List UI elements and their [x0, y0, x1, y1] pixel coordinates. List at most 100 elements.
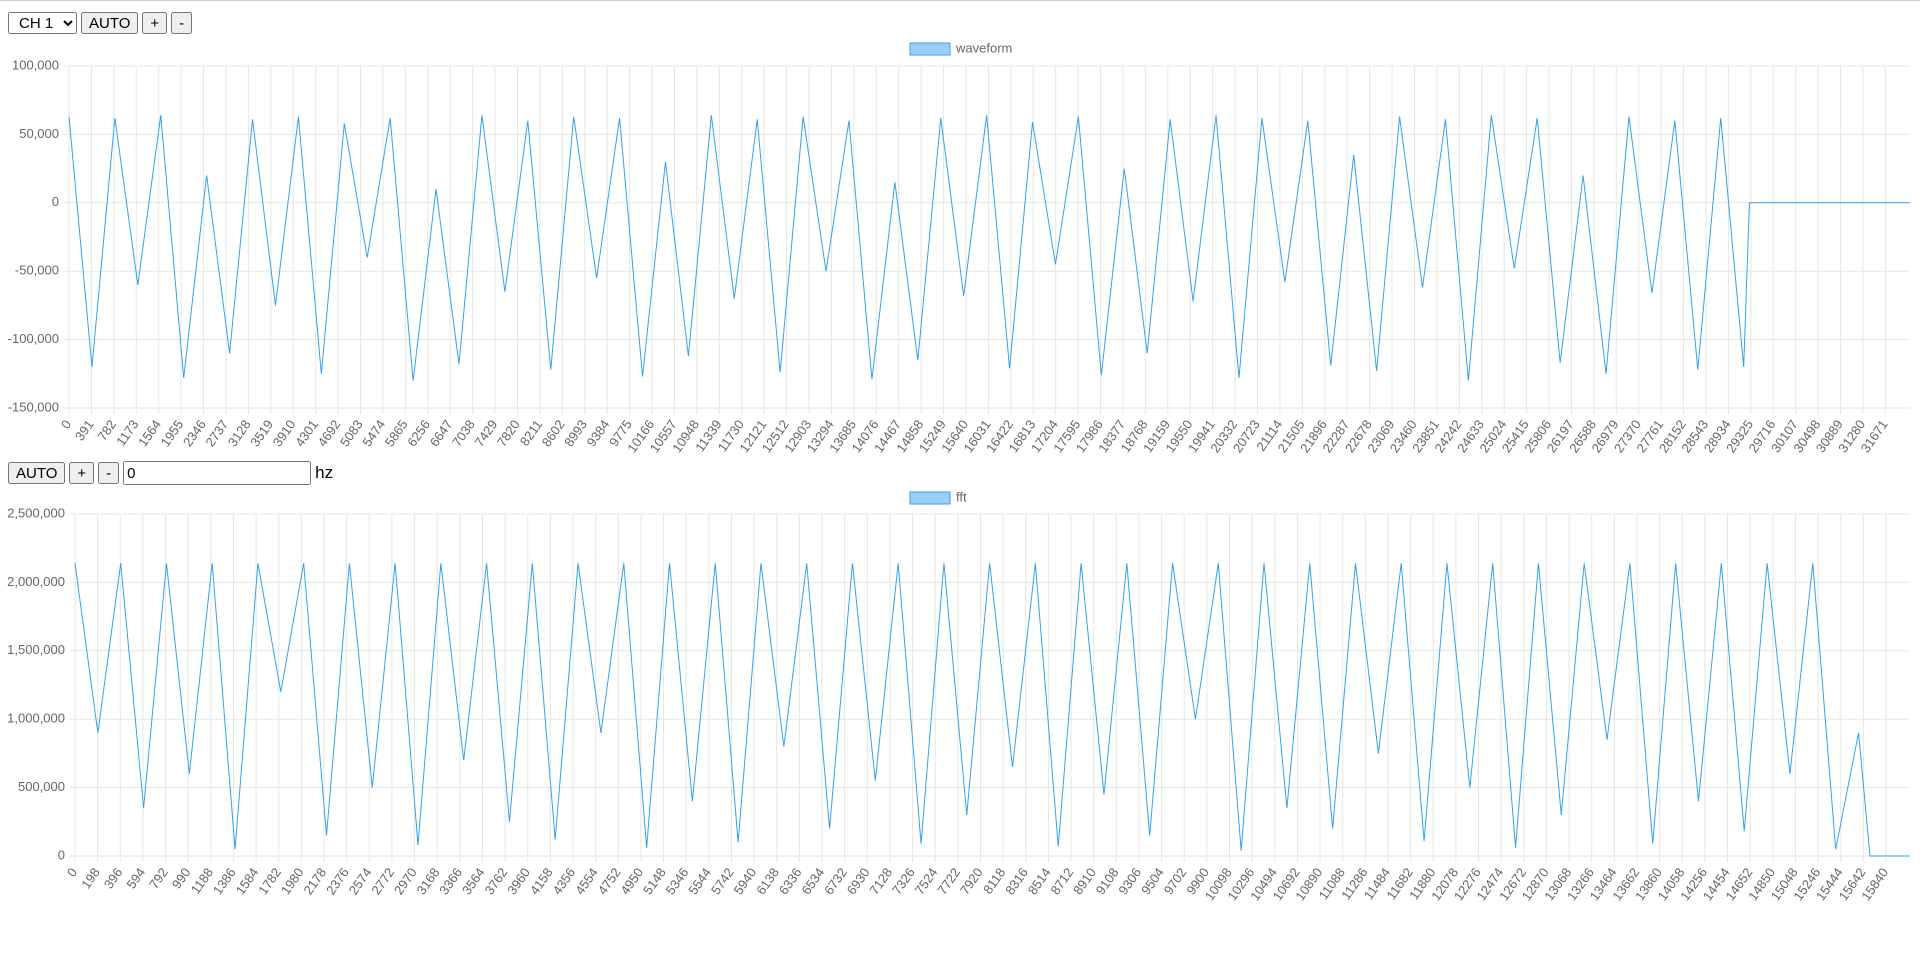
x-tick-label: 5940 [731, 865, 760, 897]
x-tick-label: 7038 [449, 417, 478, 449]
x-tick-label: 3910 [270, 417, 299, 449]
x-tick-label: 6534 [798, 865, 827, 897]
x-tick-label: 1386 [210, 865, 239, 897]
x-tick-label: 9702 [1161, 865, 1190, 897]
x-tick-label: 5474 [359, 417, 388, 449]
x-tick-label: 7128 [866, 865, 895, 897]
y-tick-label: 100,000 [12, 57, 59, 72]
waveform-line [68, 115, 1910, 381]
waveform-line [74, 563, 1910, 857]
x-tick-label: 5544 [685, 865, 714, 897]
x-tick-label: 7429 [471, 417, 500, 449]
x-tick-label: 4356 [549, 865, 578, 897]
x-tick-label: 1188 [188, 865, 216, 897]
x-tick-label: 4752 [595, 865, 624, 897]
x-tick-label: 8910 [1070, 865, 1099, 897]
x-tick-label: 3762 [482, 865, 511, 897]
x-tick-label: 9306 [1115, 865, 1144, 897]
x-tick-label: 5742 [708, 865, 737, 897]
auto-button[interactable]: AUTO [81, 12, 139, 34]
y-tick-label: 2,000,000 [7, 574, 65, 589]
x-tick-label: 6256 [404, 417, 433, 449]
x-tick-label: 3519 [247, 417, 276, 449]
x-tick-label: 9384 [584, 417, 613, 449]
x-tick-label: 8712 [1047, 865, 1076, 897]
x-tick-label: 9108 [1093, 865, 1122, 897]
legend-swatch [909, 42, 951, 56]
x-tick-label: 396 [101, 865, 126, 891]
y-tick-label: 0 [58, 847, 65, 862]
x-tick-label: 594 [123, 865, 148, 891]
legend-label: waveform [955, 40, 1012, 55]
x-tick-label: 3168 [414, 865, 443, 897]
minus-button[interactable]: - [171, 12, 193, 34]
x-tick-label: 6930 [844, 865, 873, 897]
y-tick-label: -100,000 [8, 331, 59, 346]
x-tick-label: 6732 [821, 865, 850, 897]
x-tick-label: 7820 [494, 417, 523, 449]
x-tick-label: 4301 [292, 417, 321, 449]
x-tick-label: 3564 [459, 865, 488, 897]
x-tick-label: 8316 [1002, 865, 1031, 897]
legend-label: fft [956, 489, 967, 504]
x-tick-label: 4554 [572, 865, 601, 897]
x-tick-label: 1584 [232, 865, 261, 897]
channel-select[interactable]: CH 1 [8, 12, 77, 34]
x-tick-label: 4950 [617, 865, 646, 897]
x-tick-label: 7722 [934, 865, 963, 897]
x-tick-label: 5865 [382, 417, 411, 449]
x-tick-label: 3128 [225, 417, 254, 449]
x-tick-label: 0 [64, 865, 80, 880]
x-tick-label: 2737 [202, 417, 231, 449]
y-tick-label: 500,000 [18, 779, 65, 794]
x-tick-label: 0 [58, 417, 74, 432]
x-tick-label: 391 [72, 417, 97, 443]
x-tick-label: 2346 [180, 417, 209, 449]
y-tick-label: 0 [52, 194, 59, 209]
x-tick-label: 198 [78, 865, 103, 891]
x-tick-label: 9504 [1138, 865, 1167, 897]
x-tick-label: 5083 [337, 417, 366, 449]
x-tick-label: 1782 [255, 865, 284, 897]
x-tick-label: 3366 [436, 865, 465, 897]
frequency-input[interactable] [123, 461, 312, 485]
channel-controls: CH 1 AUTO + - [8, 12, 193, 34]
x-tick-label: 8211 [517, 417, 545, 449]
x-tick-label: 2178 [300, 865, 329, 897]
x-tick-label: 4692 [314, 417, 343, 449]
plus-button[interactable]: + [142, 12, 168, 34]
x-tick-label: 1980 [278, 865, 307, 897]
top-border [0, 0, 1920, 1]
plus-button[interactable]: + [69, 462, 95, 484]
x-tick-label: 7326 [889, 865, 918, 897]
x-tick-label: 8602 [539, 417, 568, 449]
x-tick-label: 1564 [135, 417, 164, 449]
fft-controls: AUTO + - hz [8, 461, 333, 485]
x-tick-label: 6336 [776, 865, 805, 897]
y-tick-label: -150,000 [8, 399, 59, 414]
x-tick-label: 8118 [980, 865, 1008, 897]
x-tick-label: 2376 [323, 865, 352, 897]
auto-button[interactable]: AUTO [8, 462, 66, 484]
x-tick-label: 2970 [391, 865, 420, 897]
x-tick-label: 3960 [504, 865, 533, 897]
x-tick-label: 2772 [368, 865, 397, 897]
x-tick-label: 6138 [753, 865, 782, 897]
y-tick-label: 2,500,000 [7, 505, 65, 520]
legend-swatch [909, 491, 951, 505]
y-tick-label: 50,000 [19, 126, 59, 141]
x-tick-label: 8514 [1025, 865, 1054, 897]
x-tick-label: 8993 [561, 417, 590, 449]
x-tick-label: 2574 [346, 865, 375, 897]
y-tick-label: 1,500,000 [7, 642, 65, 657]
minus-button[interactable]: - [98, 462, 120, 484]
x-tick-label: 1955 [158, 417, 187, 449]
x-tick-label: 6647 [427, 417, 456, 449]
x-tick-label: 7524 [912, 865, 941, 897]
x-tick-label: 7920 [957, 865, 986, 897]
x-tick-label: 5148 [640, 865, 669, 897]
x-tick-label: 1173 [113, 417, 141, 449]
unit-label: hz [315, 463, 334, 482]
y-tick-label: 1,000,000 [7, 711, 65, 726]
